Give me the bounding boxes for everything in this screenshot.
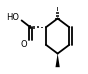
Text: O: O xyxy=(20,40,27,49)
Polygon shape xyxy=(56,54,60,67)
Text: HO: HO xyxy=(6,13,19,22)
